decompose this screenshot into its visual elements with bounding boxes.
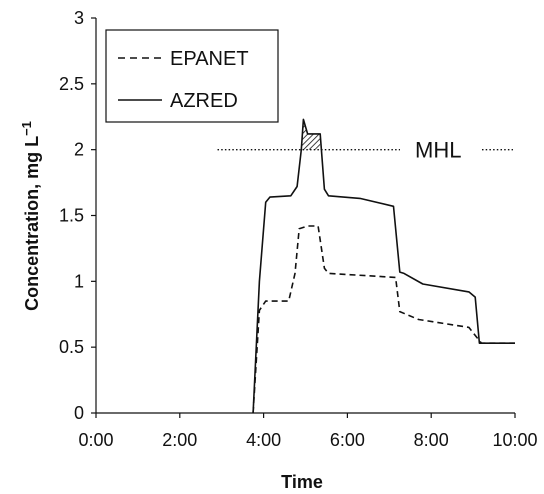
y-tick-label: 1 bbox=[74, 271, 84, 291]
y-tick-label: 0 bbox=[74, 403, 84, 423]
y-tick-label: 0.5 bbox=[59, 337, 84, 357]
x-axis-title: Time bbox=[281, 472, 323, 492]
x-tick-label: 8:00 bbox=[414, 430, 449, 450]
x-tick-label: 6:00 bbox=[330, 430, 365, 450]
y-tick-label: 1.5 bbox=[59, 206, 84, 226]
y-axis-title-sup: −1 bbox=[19, 121, 34, 136]
x-tick-label: 10:00 bbox=[492, 430, 537, 450]
y-tick-label: 3 bbox=[74, 8, 84, 28]
legend: EPANET AZRED bbox=[105, 29, 279, 123]
series-line-epanet bbox=[252, 225, 515, 414]
reference-line-layer: MHL bbox=[217, 138, 513, 163]
series-layer bbox=[252, 118, 515, 414]
legend-label-azred: AZRED bbox=[170, 90, 238, 112]
x-tick-label: 4:00 bbox=[246, 430, 281, 450]
y-axis-ticks: 0 0.5 1 1.5 2 2.5 3 bbox=[59, 8, 96, 423]
x-axis-ticks: 0:00 2:00 4:00 6:00 8:00 10:00 bbox=[78, 413, 538, 450]
series-line-azred bbox=[252, 118, 515, 414]
y-tick-label: 2.5 bbox=[59, 74, 84, 94]
y-axis-title-main: Concentration, mg L bbox=[22, 136, 42, 311]
legend-box bbox=[105, 29, 279, 123]
legend-label-epanet: EPANET bbox=[170, 48, 249, 70]
x-tick-label: 0:00 bbox=[78, 430, 113, 450]
y-axis-title: Concentration, mg L−1 bbox=[19, 121, 42, 311]
x-tick-label: 2:00 bbox=[162, 430, 197, 450]
y-tick-label: 2 bbox=[74, 140, 84, 160]
mhl-label: MHL bbox=[415, 138, 461, 163]
